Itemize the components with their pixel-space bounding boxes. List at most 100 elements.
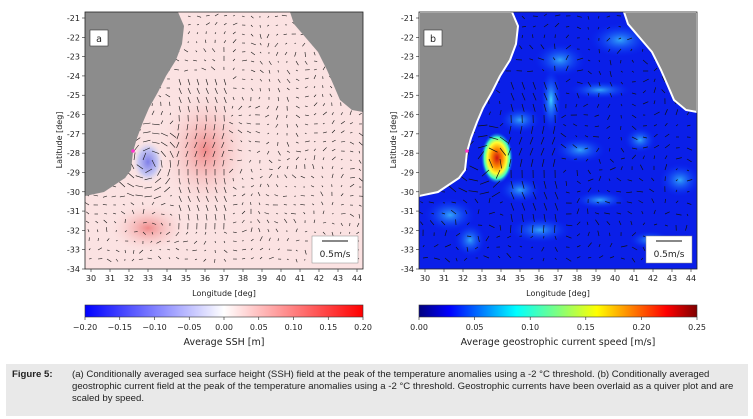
quiver-arrow — [331, 139, 336, 143]
quiver-arrow — [214, 204, 218, 212]
quiver-arrow — [194, 258, 198, 261]
quiver-arrow — [331, 213, 334, 215]
quiver-arrow — [321, 175, 324, 179]
figure-caption: Figure 5: (a) Conditionally averaged sea… — [6, 364, 748, 416]
quiver-arrow — [257, 191, 261, 197]
quiver-arrow — [543, 23, 549, 28]
quiver-arrow — [331, 112, 334, 116]
quiver-arrow — [103, 219, 108, 224]
quiver-arrow — [246, 130, 252, 134]
y-tick-label: -28 — [67, 149, 80, 158]
quiver-arrow — [160, 222, 164, 226]
quiver-arrow — [274, 15, 279, 17]
quiver-arrow — [606, 221, 611, 226]
quiver-arrow — [521, 202, 526, 211]
quiver-arrow — [455, 246, 459, 251]
quiver-arrow — [554, 43, 556, 50]
quiver-arrow — [160, 110, 163, 116]
quiver-arrow — [521, 191, 526, 200]
quiver-arrow — [104, 213, 108, 215]
quiver-arrow — [151, 159, 156, 167]
quiver-arrow — [195, 123, 198, 131]
x-tick-label: 36 — [534, 274, 544, 283]
quiver-arrow — [277, 165, 281, 170]
figure: a 0.5m/s 30 31 32 33 34 35 36 37 38 39 40 41 42 43 44 … — [55, 11, 706, 348]
quiver-arrow — [521, 81, 526, 90]
quiver-arrow — [203, 240, 207, 245]
quiver-arrow — [284, 51, 288, 56]
y-tick-label: -26 — [67, 111, 80, 120]
quiver-arrow — [304, 95, 309, 98]
quiver-arrow — [518, 136, 523, 145]
quiver-arrow — [606, 189, 611, 193]
quiver-arrow — [441, 212, 446, 215]
quiver-arrow — [642, 235, 646, 237]
quiver-arrow — [543, 235, 545, 239]
quiver-arrow — [609, 232, 611, 237]
quiver-arrow — [151, 231, 154, 235]
quiver-arrow — [609, 242, 613, 248]
quiver-arrow — [340, 141, 346, 143]
quiver-arrow — [576, 26, 582, 30]
quiver-arrow — [213, 123, 216, 131]
quiver-arrow — [519, 158, 523, 167]
panel-a-y-ticks: -21 -22 -23 -24 -25 -26 -27 -28 -29 -30 -31 -32 -33 -… — [67, 14, 85, 274]
quiver-arrow — [135, 175, 144, 179]
quiver-arrow — [686, 169, 690, 172]
quiver-arrow — [183, 240, 189, 243]
quiver-arrow — [529, 147, 534, 156]
quiver-arrow — [178, 213, 181, 221]
quiver-arrow — [241, 219, 245, 224]
quiver-arrow — [204, 159, 207, 167]
quiver-arrow — [583, 103, 589, 107]
quiver-arrow — [97, 237, 99, 242]
quiver-arrow — [664, 155, 668, 160]
quiver-arrow — [259, 183, 262, 188]
quiver-arrow — [458, 187, 468, 193]
quiver-arrow — [466, 246, 469, 252]
quiver-arrow — [620, 125, 622, 131]
quiver-arrow — [175, 231, 180, 237]
quiver-arrow — [266, 105, 270, 110]
quiver-arrow — [295, 114, 301, 119]
quiver-arrow — [142, 208, 145, 215]
quiver-arrow — [205, 22, 210, 26]
quiver-arrow — [664, 109, 668, 116]
quiver-arrow — [232, 39, 237, 44]
quiver-arrow — [463, 257, 468, 261]
quiver-arrow — [554, 103, 558, 112]
quiver-arrow — [304, 158, 307, 161]
quiver-arrow — [294, 51, 297, 57]
quiver-arrow — [187, 31, 191, 35]
quiver-arrow — [274, 42, 279, 48]
y-tick-label: -27 — [401, 130, 414, 139]
quiver-arrow — [348, 231, 351, 234]
quiver-arrow — [541, 246, 545, 252]
quiver-arrow — [329, 85, 333, 89]
quiver-arrow — [294, 186, 297, 188]
quiver-arrow — [597, 230, 600, 237]
quiver-arrow — [267, 42, 270, 48]
quiver-arrow — [507, 147, 512, 156]
quiver-arrow — [259, 236, 263, 242]
quiver-arrow — [268, 159, 273, 164]
quiver-arrow — [205, 15, 210, 17]
quiver-arrow — [606, 15, 611, 18]
quiver-arrow — [507, 136, 512, 145]
quiver-arrow — [232, 231, 237, 233]
quiver-arrow — [499, 147, 507, 156]
quiver-arrow — [312, 164, 315, 170]
quiver-arrow — [626, 191, 633, 194]
quiver-arrow — [358, 112, 362, 116]
quiver-arrow — [267, 15, 270, 18]
quiver-arrow — [149, 249, 153, 251]
quiver-arrow — [241, 78, 246, 80]
quiver-arrow — [286, 150, 290, 153]
quiver-arrow — [554, 92, 559, 101]
quiver-arrow — [150, 240, 153, 243]
quiver-arrow — [232, 15, 236, 17]
quiver-arrow — [276, 33, 279, 36]
quiver-arrow — [214, 195, 218, 203]
quiver-arrow — [530, 235, 534, 239]
quiver-arrow — [531, 224, 534, 234]
